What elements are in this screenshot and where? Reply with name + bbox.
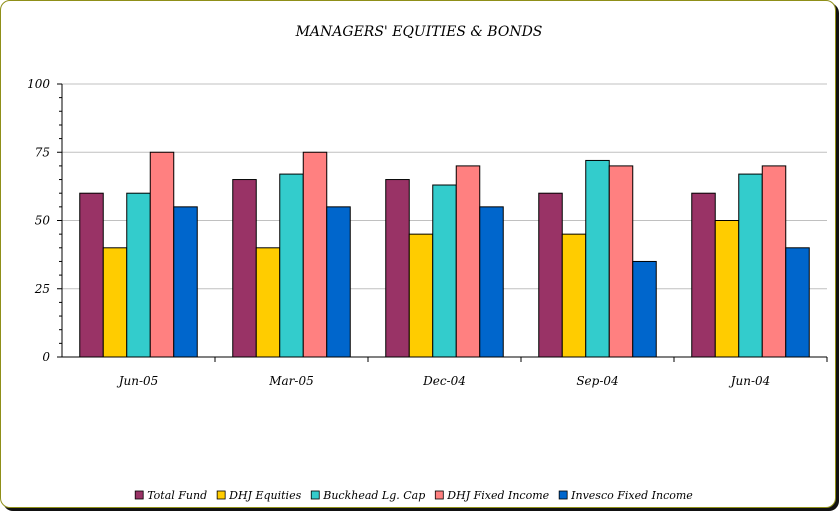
bar [126, 192, 151, 358]
legend-label: DHJ Equities [228, 489, 301, 502]
x-category-label: Sep-04 [576, 374, 618, 388]
bar [432, 184, 457, 358]
legend-label: DHJ Fixed Income [446, 489, 549, 502]
bar [761, 165, 787, 358]
x-category-label: Jun-04 [728, 374, 771, 388]
y-tick-label: 25 [34, 282, 50, 296]
bar [585, 159, 610, 358]
legend-label: Total Fund [147, 489, 207, 502]
x-category-label: Dec-04 [422, 374, 466, 388]
bar [608, 165, 634, 358]
legend-label: Buckhead Lg. Cap [322, 489, 425, 502]
legend-swatch [434, 490, 444, 500]
bar [632, 260, 657, 358]
bar [785, 247, 810, 358]
legend-label: Invesco Fixed Income [570, 489, 693, 502]
y-tick-label: 50 [35, 214, 51, 228]
bar [538, 192, 563, 358]
legend-swatch [310, 490, 320, 500]
bar [326, 206, 351, 358]
legend-swatch [134, 490, 144, 500]
y-tick-label: 75 [35, 145, 50, 159]
bar [691, 192, 716, 358]
bar [279, 173, 304, 358]
x-category-label: Mar-05 [268, 374, 314, 388]
legend-swatch [216, 490, 226, 500]
bar [79, 192, 104, 358]
bar [232, 179, 257, 358]
bar [714, 220, 740, 358]
axes: 0 25 50 75 100 Jun-05 Mar-05 Dec-04 Sep-04 Jun-04 [27, 77, 828, 388]
legend: Total Fund DHJ Equities Buckhead Lg. Cap DH… [134, 489, 693, 502]
bar [102, 247, 128, 358]
bar [302, 151, 328, 358]
bar [385, 179, 410, 358]
y-tick-label: 100 [27, 77, 50, 91]
bar [479, 206, 504, 358]
bar [455, 165, 481, 358]
bar [173, 206, 198, 358]
legend-swatch [558, 490, 568, 500]
bar [149, 151, 175, 358]
bar [561, 233, 587, 358]
y-tick-label: 0 [42, 350, 50, 364]
bars [79, 151, 810, 358]
bar [738, 173, 763, 358]
chart-title: MANAGERS' EQUITIES & BONDS [295, 24, 543, 40]
x-category-label: Jun-05 [116, 374, 159, 388]
bar [255, 247, 281, 358]
bar [408, 233, 434, 358]
